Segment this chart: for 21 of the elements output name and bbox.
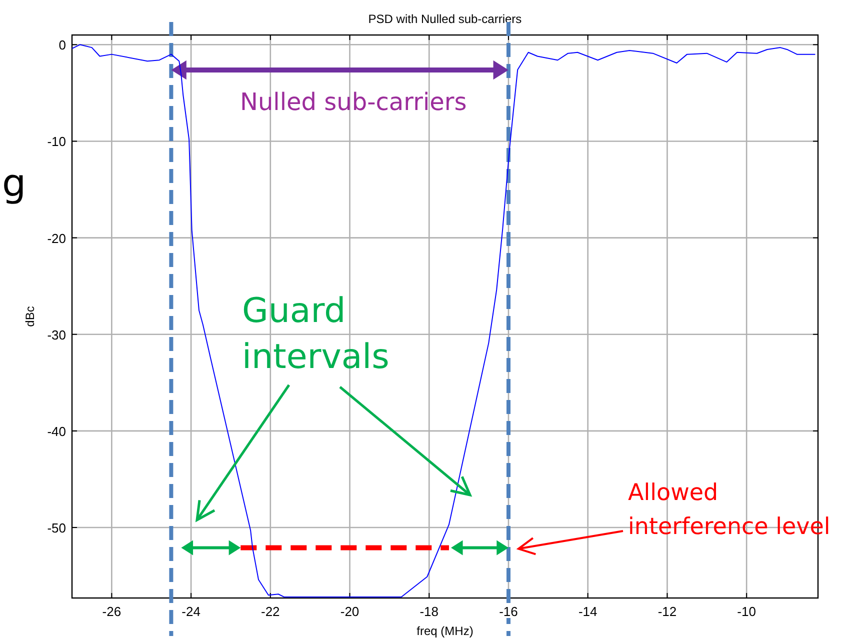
- annotation: Guard intervals: [242, 291, 390, 377]
- x-tick-label: -22: [261, 604, 280, 619]
- x-tick-label: -12: [658, 604, 677, 619]
- x-tick-label: -26: [102, 604, 122, 619]
- y-tick-label: -10: [47, 134, 66, 150]
- x-tick-label: -20: [340, 604, 360, 619]
- x-tick-label: -18: [420, 604, 439, 619]
- y-tick-label: -20: [47, 230, 66, 246]
- y-axis-title: dBc: [23, 306, 37, 327]
- x-tick-label: -10: [737, 604, 756, 619]
- x-tick-label: -24: [182, 604, 200, 619]
- x-tick-label: -14: [578, 604, 598, 619]
- y-tick-label: 0: [58, 38, 66, 53]
- text: g: [2, 161, 26, 205]
- y-tick-label: -30: [47, 327, 66, 342]
- y-tick-label: -40: [47, 424, 66, 439]
- x-tick-label: -16: [499, 604, 518, 619]
- chart-title: PSD with Nulled sub-carriers: [368, 12, 522, 26]
- annotation: Nulled sub-carriers: [240, 88, 467, 116]
- x-axis-title: freq (MHz): [416, 624, 474, 638]
- y-tick-label: -50: [47, 520, 66, 536]
